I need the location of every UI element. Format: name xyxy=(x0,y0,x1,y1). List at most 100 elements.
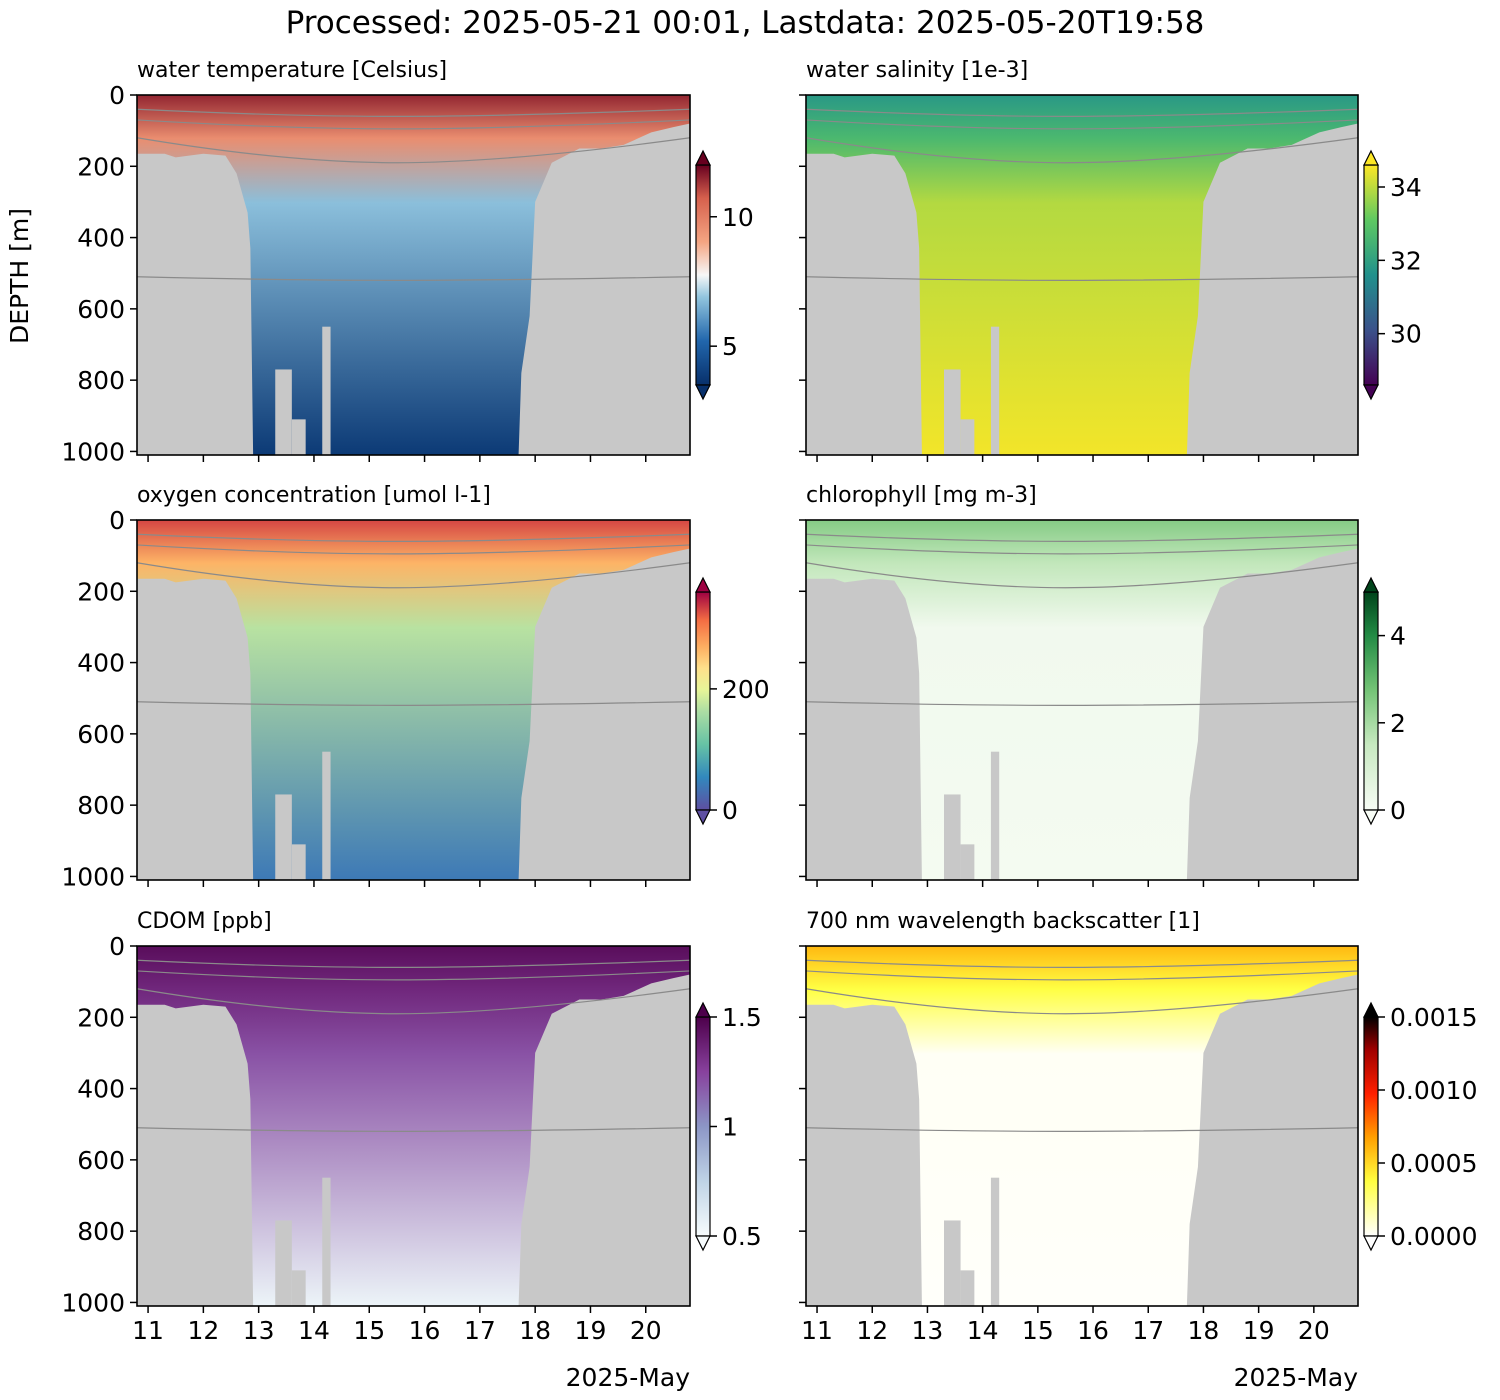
contour-line xyxy=(136,108,691,117)
land-gap xyxy=(275,794,292,880)
contour-line xyxy=(805,562,1359,589)
colorbar: 0 200 xyxy=(695,576,770,826)
x-tick-label: 15 xyxy=(1022,1316,1054,1345)
contour-line xyxy=(805,544,1359,555)
colorbar-extend-min xyxy=(695,384,711,401)
colorbar-tick-label: 10 xyxy=(722,203,754,232)
colorbar: 0 2 4 xyxy=(1363,576,1406,826)
colorbar-body xyxy=(1363,1016,1379,1237)
land-gap xyxy=(275,1220,292,1306)
land-gap xyxy=(275,369,292,455)
x-tick-label: 15 xyxy=(353,1316,385,1345)
colorbar-tick-label: 30 xyxy=(1390,320,1422,349)
land-gap xyxy=(322,326,331,455)
colorbar-body xyxy=(695,164,711,386)
land-gap xyxy=(322,751,331,880)
colorbar-body xyxy=(1363,164,1379,386)
y-axis-label: DEPTH [m] xyxy=(5,208,34,344)
contour-line xyxy=(805,970,1359,981)
contour-line xyxy=(136,1127,691,1132)
colorbar-tick-label: 2 xyxy=(1390,709,1406,738)
axes-frame xyxy=(136,94,691,456)
colorbar-tick-label: 0.5 xyxy=(722,1222,762,1251)
y-tick-label: 200 xyxy=(77,577,125,606)
colorbar-tick-label: 1.5 xyxy=(722,1003,762,1032)
land-gap xyxy=(960,1270,975,1306)
y-tick-label: 600 xyxy=(77,1146,125,1175)
contour-line xyxy=(136,988,691,1015)
contour-line xyxy=(805,988,1359,1015)
y-tick-label: 0 xyxy=(109,932,125,961)
colorbar-body xyxy=(695,1016,711,1237)
panel-title: water salinity [1e-3] xyxy=(806,58,1028,83)
x-tick-label: 20 xyxy=(1298,1316,1330,1345)
colorbar-body xyxy=(1363,591,1379,811)
colorbar-tick-label: 0.0000 xyxy=(1390,1222,1477,1251)
y-tick-label: 600 xyxy=(77,720,125,749)
contour-line xyxy=(805,533,1359,542)
figure-suptitle: Processed: 2025-05-21 00:01, Lastdata: 2… xyxy=(286,5,1205,41)
water-section xyxy=(137,520,690,880)
x-tick-label: 17 xyxy=(464,1316,496,1345)
panel-4: CDOM [ppb] 11 12 13 14 15 16 17 18 19 20 2025-May 0 2… xyxy=(61,909,761,1392)
colorbar-body xyxy=(695,591,711,811)
y-tick-label: 200 xyxy=(77,152,125,181)
x-tick-label: 17 xyxy=(1132,1316,1164,1345)
x-tick-label: 19 xyxy=(575,1316,607,1345)
contour-line xyxy=(136,544,691,555)
panel-5: 700 nm wavelength backscatter [1] 11 12 13 1… xyxy=(799,909,1477,1392)
colorbar-tick-label: 34 xyxy=(1390,173,1422,202)
panel-0: water temperature [Celsius] 0 200 400 600 800… xyxy=(61,58,753,466)
colorbar: 30 32 34 xyxy=(1363,149,1422,401)
contour-line xyxy=(136,970,691,981)
contour-line xyxy=(805,119,1359,130)
colorbar-tick-label: 0.0015 xyxy=(1390,1003,1477,1032)
contour-line xyxy=(805,1127,1359,1132)
x-tick-label: 11 xyxy=(801,1316,833,1345)
panel-title: chlorophyll [mg m-3] xyxy=(806,483,1037,508)
axes-frame xyxy=(805,519,1359,881)
land-gap xyxy=(291,844,306,880)
contour-line xyxy=(136,533,691,542)
land-gap xyxy=(944,1220,961,1306)
water-section xyxy=(137,946,690,1306)
axes-frame xyxy=(136,945,691,1307)
contour-line xyxy=(136,959,691,968)
contour-line xyxy=(136,701,691,706)
land-gap xyxy=(291,419,306,455)
y-tick-label: 400 xyxy=(77,649,125,678)
water-section xyxy=(806,520,1358,880)
contour-line xyxy=(805,108,1359,117)
x-tick-label: 14 xyxy=(967,1316,999,1345)
colorbar-tick-label: 200 xyxy=(722,675,770,704)
colorbar-extend-max xyxy=(695,576,711,593)
colorbar-extend-max xyxy=(1363,576,1379,593)
y-tick-label: 1000 xyxy=(61,437,125,466)
axes-frame xyxy=(136,519,691,881)
x-tick-label: 13 xyxy=(912,1316,944,1345)
land-gap xyxy=(990,1177,1000,1306)
panel-title: 700 nm wavelength backscatter [1] xyxy=(806,909,1200,934)
y-tick-label: 800 xyxy=(77,791,125,820)
y-tick-label: 0 xyxy=(109,506,125,535)
water-section xyxy=(806,95,1358,455)
panel-1: water salinity [1e-3] 30 32 34 xyxy=(799,58,1422,462)
contour-line xyxy=(136,137,691,164)
x-tick-label: 13 xyxy=(243,1316,275,1345)
colorbar-tick-label: 0.0005 xyxy=(1390,1149,1477,1178)
land-gap xyxy=(990,326,1000,455)
y-tick-label: 1000 xyxy=(61,1288,125,1317)
y-tick-label: 0 xyxy=(109,81,125,110)
x-axis-label: 2025-May xyxy=(566,1363,691,1392)
x-tick-label: 12 xyxy=(187,1316,219,1345)
colorbar-extend-min xyxy=(695,809,711,826)
colorbar-extend-max xyxy=(1363,1001,1379,1018)
colorbar-extend-min xyxy=(1363,1235,1379,1252)
contour-line xyxy=(805,959,1359,968)
colorbar-tick-label: 0.0010 xyxy=(1390,1076,1477,1105)
colorbar-tick-label: 4 xyxy=(1390,622,1406,651)
colorbar: 5 10 xyxy=(695,149,754,401)
x-tick-label: 16 xyxy=(1077,1316,1109,1345)
contour-line xyxy=(136,119,691,130)
